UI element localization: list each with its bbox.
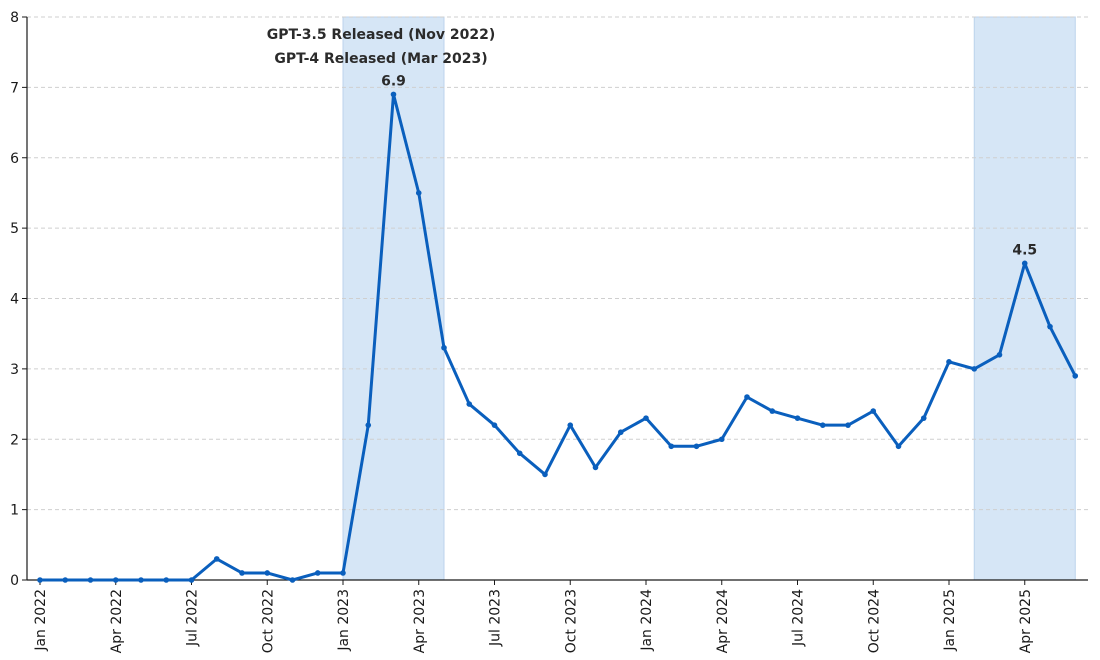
x-tick-label-4: Jan 2023 [336,589,352,652]
x-tick-label-0: Jan 2022 [33,589,49,652]
data-point [542,471,548,478]
annotation-gpt35: GPT-3.5 Released (Nov 2022) [267,27,496,43]
data-point [920,415,927,421]
y-tick-label-5: 5 [10,221,19,237]
data-point [516,450,523,457]
data-point [415,190,422,196]
x-axis-ticks: Jan 2022 Apr 2022 Jul 2022 Oct 2022 Jan 2023… [33,580,1034,653]
y-axis-ticks: 0 1 2 3 4 5 6 7 8 [10,10,27,589]
data-point [718,436,725,443]
data-point [289,577,296,583]
data-point [668,443,675,450]
series-line-0 [38,92,1077,582]
y-tick-label-2: 2 [10,432,19,448]
y-tick-label-3: 3 [10,362,19,378]
data-point [37,577,43,583]
annotations-group: GPT-3.5 Released (Nov 2022) GPT-4 Releas… [267,27,1037,258]
data-point [794,415,801,421]
data-point [1047,323,1053,330]
data-point [592,464,599,471]
data-point [1021,260,1028,267]
data-point [314,570,321,576]
data-point [693,443,700,450]
data-point [163,577,170,583]
data-point [870,408,877,414]
y-tick-label-7: 7 [10,80,19,96]
annotation-gpt4: GPT-4 Released (Mar 2023) [274,51,487,67]
y-tick-label-6: 6 [10,151,19,167]
data-point [112,577,119,583]
x-tick-label-12: Jan 2025 [942,589,958,652]
data-point [643,415,649,421]
series-group [37,91,1079,583]
data-point [1072,373,1079,379]
y-tick-label-8: 8 [10,10,19,26]
data-point [769,408,776,414]
data-point [213,556,220,562]
data-point [617,429,624,436]
data-point [819,422,826,428]
data-label-0: 6.9 [381,73,406,89]
data-point [87,577,94,583]
data-label-1: 4.5 [1012,242,1037,258]
data-point [466,401,473,407]
data-point [491,422,498,428]
data-point [744,394,750,400]
x-tick-label-13: Apr 2025 [1018,589,1034,653]
x-tick-label-2: Jul 2022 [185,589,201,647]
data-point [188,577,195,583]
x-tick-label-3: Oct 2022 [260,589,276,653]
data-point [946,359,952,365]
x-tick-label-11: Oct 2024 [866,589,882,653]
x-tick-label-1: Apr 2022 [109,589,125,653]
data-point [239,570,245,576]
data-point [845,422,851,428]
y-tick-label-0: 0 [10,573,19,589]
data-point [390,91,397,98]
x-tick-label-7: Oct 2023 [563,589,579,653]
data-point [340,570,346,576]
x-tick-label-6: Jul 2023 [488,589,504,647]
data-point [567,422,574,428]
data-point [895,443,902,450]
x-tick-label-9: Apr 2024 [715,589,731,653]
data-point [62,577,69,583]
data-point [365,422,372,428]
data-point [138,577,144,583]
x-tick-label-8: Jan 2024 [639,589,655,652]
data-point [996,352,1003,358]
gridlines [27,16,1088,511]
axes [26,17,1088,581]
x-tick-label-10: Jul 2024 [791,589,807,647]
x-tick-label-5: Apr 2023 [412,589,428,653]
data-point [264,570,271,576]
y-tick-label-1: 1 [10,503,19,519]
data-point [441,344,447,351]
data-point [971,366,978,372]
y-tick-label-4: 4 [10,292,19,308]
